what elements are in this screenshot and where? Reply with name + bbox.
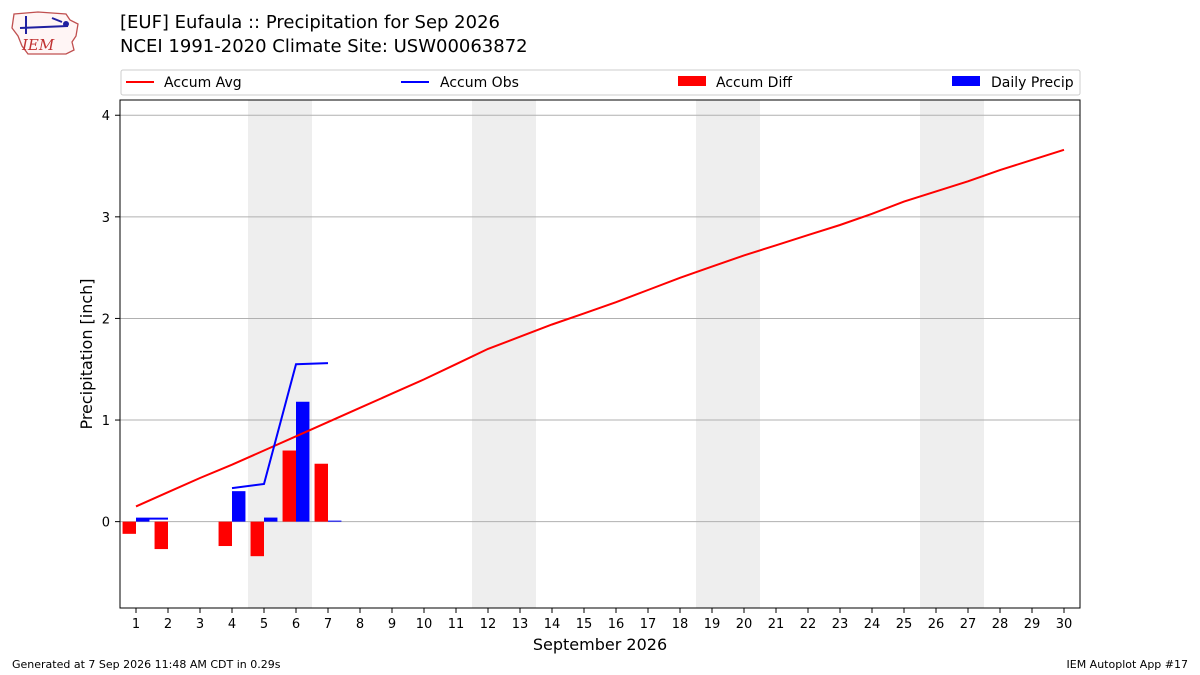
x-tick-label-21: 21 [768,617,785,632]
weekend-shade-day-13 [504,100,536,608]
x-tick-label-29: 29 [1024,617,1041,632]
legend-label-daily-precip: Daily Precip [991,75,1074,91]
weekend-shade-day-6 [280,100,312,608]
daily-precip-bar-day-6 [296,401,310,522]
x-tick-label-11: 11 [448,617,465,632]
x-tick-label-30: 30 [1056,617,1073,632]
y-axis-ticks: 0 1 2 3 4 [102,109,120,531]
x-tick-label-26: 26 [928,617,945,632]
accum-diff-bar-day-5 [250,521,264,557]
chart-subtitle: NCEI 1991-2020 Climate Site: USW00063872 [120,36,528,57]
x-tick-label-24: 24 [864,617,881,632]
x-tick-label-23: 23 [832,617,849,632]
chart-title: [EUF] Eufaula :: Precipitation for Sep 2… [120,12,500,33]
weekend-shade-day-26 [920,100,952,608]
legend: Accum Avg Accum Obs Accum Diff Daily Pre… [120,69,1081,96]
weekend-shade-day-27 [952,100,984,608]
y-tick-label-0: 0 [102,516,110,531]
daily-precip-bar-day-4 [232,491,246,522]
x-tick-label-6: 6 [292,617,300,632]
plot-frame [119,99,1081,609]
x-tick-label-25: 25 [896,617,913,632]
accum-diff-bar-day-7 [314,463,328,522]
x-axis-title: September 2026 [533,635,667,654]
x-tick-label-28: 28 [992,617,1009,632]
legend-label-accum-diff: Accum Diff [716,75,792,91]
y-tick-label-3: 3 [102,211,110,226]
x-tick-label-2: 2 [164,617,172,632]
y-axis-title: Precipitation [inch] [77,278,96,429]
footer-generated: Generated at 7 Sep 2026 11:48 AM CDT in … [12,658,281,671]
x-tick-label-18: 18 [672,617,689,632]
iem-logo: IEM [8,6,82,60]
daily-precip-bar-day-7 [328,520,342,522]
weekend-shade-day-19 [696,100,728,608]
legend-swatch-daily-precip [952,76,980,86]
y-tick-label-1: 1 [102,414,110,429]
legend-swatch-accum-diff [678,76,706,86]
weekend-shading [248,100,984,608]
accum-diff-bar-day-2 [154,521,168,550]
x-tick-label-12: 12 [480,617,497,632]
x-tick-label-27: 27 [960,617,977,632]
x-tick-label-17: 17 [640,617,657,632]
y-tick-label-4: 4 [102,109,110,124]
x-tick-label-9: 9 [388,617,396,632]
x-tick-label-10: 10 [416,617,433,632]
x-tick-label-14: 14 [544,617,561,632]
x-tick-label-4: 4 [228,617,236,632]
x-tick-label-15: 15 [576,617,593,632]
daily-precip-bar-day-5 [264,517,278,522]
x-tick-label-1: 1 [132,617,140,632]
legend-label-accum-obs: Accum Obs [440,75,519,91]
x-tick-label-19: 19 [704,617,721,632]
accum-diff-bar-day-1 [122,521,136,534]
x-axis-ticks: 1 2 3 4 5 6 7 8 9 10 11 12 13 14 15 16 17 18 19 20 21 22 23 24 2… [132,608,1072,632]
legend-label-accum-avg: Accum Avg [164,75,242,91]
accum-avg-line [135,148,1065,508]
weekend-shade-day-20 [728,100,760,608]
x-tick-label-3: 3 [196,617,204,632]
x-tick-label-13: 13 [512,617,529,632]
accum-obs-line [136,362,329,520]
gridlines [120,114,1080,523]
daily-precip-bar-day-1 [136,518,150,522]
accum-diff-bar-day-6 [282,450,296,522]
x-tick-label-5: 5 [260,617,268,632]
accum-diff-bar-day-4 [218,521,232,547]
footer-app: IEM Autoplot App #17 [1066,658,1189,671]
x-tick-label-8: 8 [356,617,364,632]
x-tick-label-16: 16 [608,617,625,632]
x-tick-label-22: 22 [800,617,817,632]
legend-box [120,69,1081,96]
y-tick-label-2: 2 [102,312,110,327]
logo-text: IEM [21,36,55,54]
x-tick-label-20: 20 [736,617,753,632]
lines [135,148,1065,520]
x-tick-label-7: 7 [324,617,332,632]
